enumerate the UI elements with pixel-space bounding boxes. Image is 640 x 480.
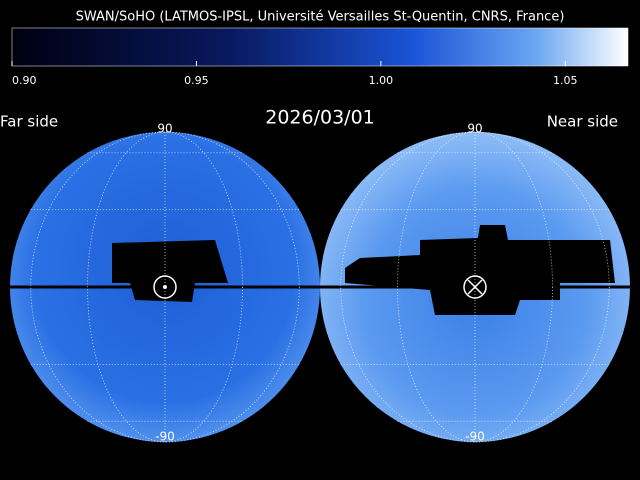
meridian bbox=[340, 131, 610, 443]
meridian bbox=[397, 131, 553, 443]
sun-cross bbox=[467, 279, 483, 295]
meridian bbox=[30, 131, 300, 443]
colorbar-tick-label: 0.90 bbox=[12, 74, 37, 87]
colorbar-tick-label: 1.05 bbox=[553, 74, 578, 87]
mask bbox=[345, 225, 615, 315]
title: SWAN/SoHO (LATMOS-IPSL, Université Versa… bbox=[76, 10, 565, 25]
maps bbox=[10, 131, 630, 443]
lat-label: -90 bbox=[155, 430, 175, 444]
meridian bbox=[87, 131, 243, 443]
colorbar-tick-label: 0.95 bbox=[184, 74, 209, 87]
lat-label: -90 bbox=[465, 430, 485, 444]
lat-label: 90 bbox=[467, 122, 482, 136]
map-label: Near side bbox=[547, 113, 618, 131]
map-label: Far side bbox=[0, 113, 58, 131]
sun-marker bbox=[153, 275, 177, 299]
lat-label: 90 bbox=[157, 122, 172, 136]
date: 2026/03/01 bbox=[265, 107, 375, 129]
sun-dot bbox=[163, 285, 167, 289]
colorbar bbox=[11, 27, 629, 67]
sun-marker bbox=[463, 275, 487, 299]
colorbar-tick-label: 1.00 bbox=[369, 74, 394, 87]
